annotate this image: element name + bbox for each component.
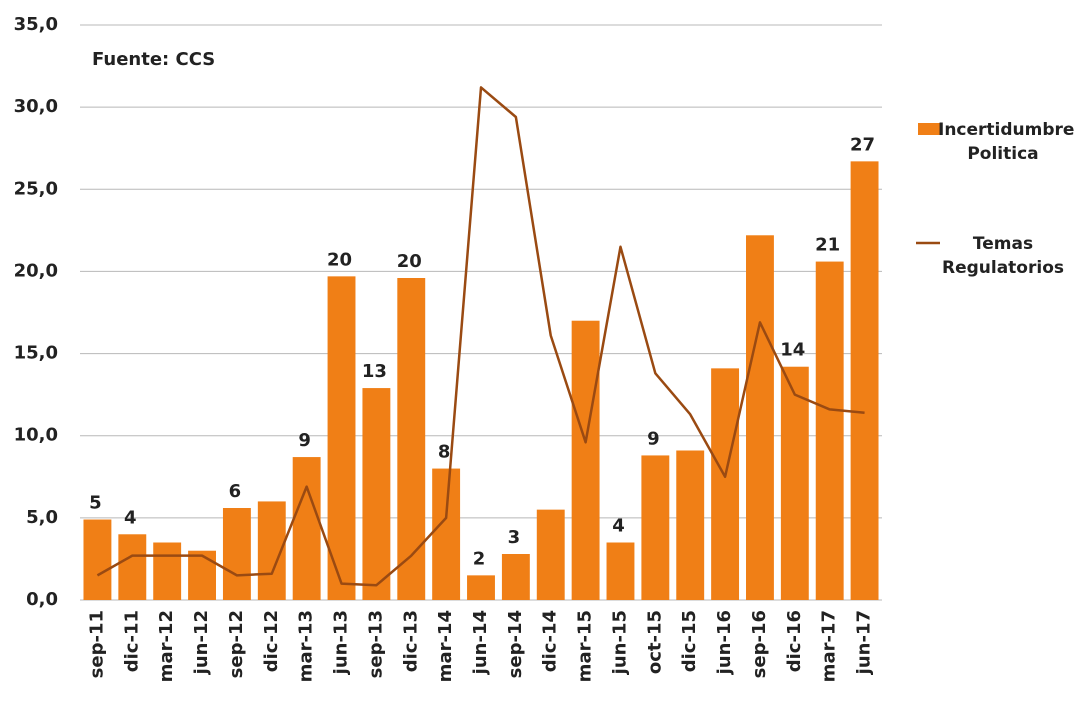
data-label: 4 (124, 507, 137, 528)
data-label: 9 (298, 430, 311, 451)
x-tick-label: mar-13 (296, 610, 317, 682)
data-label: 9 (647, 428, 660, 449)
x-tick-label: jun-17 (854, 610, 875, 675)
x-tick-label: dic-12 (261, 610, 282, 672)
x-tick-label: jun-16 (714, 610, 735, 675)
data-label: 20 (397, 251, 422, 272)
legend-swatch (918, 123, 940, 135)
x-tick-label: sep-12 (226, 610, 247, 678)
x-tick-label: dic-14 (540, 610, 561, 672)
data-label: 21 (815, 235, 840, 256)
y-tick-label: 20,0 (14, 260, 58, 281)
bar (676, 450, 705, 600)
bar (327, 276, 356, 600)
bar (850, 161, 879, 600)
bar (362, 388, 391, 600)
bar (641, 455, 670, 600)
data-label: 14 (780, 340, 805, 361)
data-label: 2 (473, 548, 486, 569)
x-tick-label: dic-16 (784, 610, 805, 672)
line (96, 86, 865, 587)
annotation: Fuente: CCS (92, 49, 215, 70)
y-tick-label: 0,0 (26, 589, 58, 610)
x-tick-label: mar-17 (819, 610, 840, 682)
y-tick-label: 25,0 (14, 178, 58, 199)
data-label: 3 (508, 527, 521, 548)
x-tick-label: sep-14 (505, 610, 526, 678)
bar (467, 575, 495, 600)
data-label: 8 (438, 442, 451, 463)
x-tick-label: mar-15 (575, 610, 596, 682)
bar (606, 542, 635, 600)
x-tick-label: dic-13 (400, 610, 421, 672)
bar (83, 519, 112, 600)
data-label: 6 (229, 481, 242, 502)
x-tick-label: mar-12 (156, 610, 177, 682)
data-label: 20 (327, 249, 352, 270)
x-tick-label: oct-15 (644, 610, 665, 674)
legend-label: Temas Regulatorios (941, 234, 1064, 278)
x-tick-label: jun-13 (331, 610, 352, 675)
y-tick-label: 35,0 (14, 14, 58, 35)
bar (571, 320, 600, 600)
x-tick-label: dic-11 (121, 610, 142, 672)
y-tick-label: 30,0 (14, 96, 58, 117)
data-label: 13 (362, 361, 387, 382)
y-tick-label: 5,0 (26, 507, 58, 528)
bar (153, 542, 182, 600)
x-tick-label: sep-13 (365, 610, 386, 678)
y-tick-label: 10,0 (14, 425, 58, 446)
bar (292, 457, 321, 600)
x-tick-label: mar-14 (435, 610, 456, 682)
data-label: 5 (89, 493, 102, 514)
bar (815, 261, 844, 600)
data-label: 4 (612, 516, 625, 537)
legend-label: Incertidumbre Politica (938, 120, 1075, 164)
x-tick-label: jun-15 (609, 610, 630, 675)
y-tick-label: 15,0 (14, 343, 58, 364)
bar (536, 509, 565, 600)
bar (780, 366, 809, 600)
x-tick-label: jun-12 (191, 610, 212, 675)
x-tick-label: sep-11 (86, 610, 107, 678)
bar (432, 468, 461, 600)
bar (711, 368, 740, 600)
bar (501, 554, 530, 600)
x-tick-label: dic-15 (679, 610, 700, 672)
bar (222, 508, 251, 600)
bar (746, 235, 774, 601)
bar (118, 534, 147, 600)
bar (397, 278, 426, 600)
x-tick-label: sep-16 (749, 610, 770, 678)
x-tick-label: jun-14 (470, 610, 491, 675)
data-label: 27 (850, 134, 875, 155)
bar (188, 550, 216, 600)
